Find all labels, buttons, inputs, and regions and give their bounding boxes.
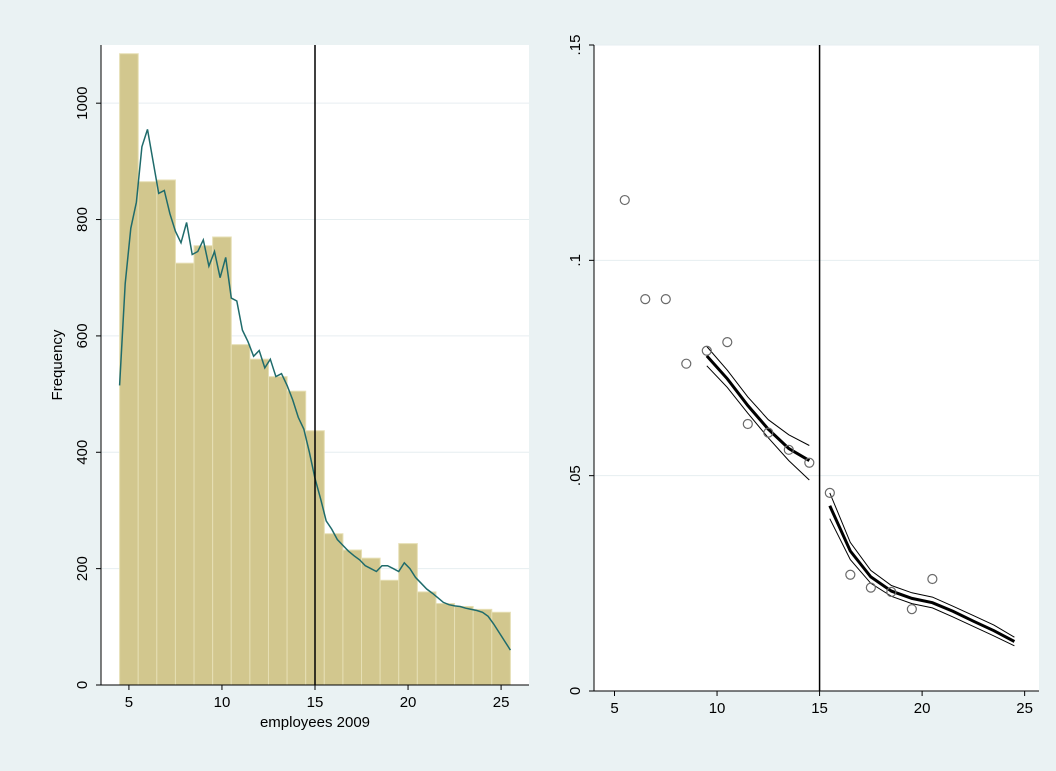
scatter-point [660, 293, 671, 305]
scatter-point [804, 457, 815, 468]
scatter-x-tick-label: 25 [1016, 700, 1033, 717]
histogram-bar [212, 236, 232, 686]
histogram-y-tick-label: 1000 [74, 86, 91, 119]
scatter-point [824, 487, 835, 498]
histogram-bar [174, 262, 195, 686]
scatter-point [886, 586, 897, 598]
scatter-point [742, 418, 753, 430]
scatter-y-tick-label: .05 [567, 465, 584, 486]
histogram-y-tick-label: 600 [74, 323, 91, 348]
scatter-point [927, 573, 938, 585]
scatter-point [640, 293, 651, 305]
scatter-y-tick-label: .15 [567, 35, 584, 56]
histogram-bar [230, 344, 251, 686]
fit-ci-upper-line [706, 346, 810, 446]
fit-ci-upper-line [829, 492, 1015, 638]
histogram-bar [491, 611, 511, 686]
histogram-bar [137, 181, 158, 686]
scatter-x-tick-label: 5 [610, 700, 618, 717]
histogram-bar [435, 603, 456, 686]
scatter-y-tick-label: 0 [567, 687, 584, 695]
histogram-bar [472, 608, 493, 686]
histogram-bar [323, 533, 344, 686]
fit-line [705, 354, 811, 462]
histogram-bar [286, 390, 307, 686]
scatter-point [845, 569, 856, 580]
scatter-point [906, 604, 917, 615]
histogram-x-tick-label: 10 [214, 694, 231, 711]
scatter-x-tick-label: 10 [709, 700, 726, 717]
histogram-x-tick-label: 5 [125, 694, 133, 711]
histogram-x-tick-label: 20 [400, 694, 417, 711]
histogram-bar [416, 591, 437, 686]
scatter-y-tick-label: .1 [567, 254, 584, 267]
histogram-x-axis-title: employees 2009 [260, 714, 370, 731]
scatter-point [763, 427, 774, 438]
scatter-point [681, 358, 692, 369]
histogram-bar [249, 358, 269, 686]
histogram-x-tick-label: 25 [493, 694, 510, 711]
histogram-y-tick-label: 800 [74, 207, 91, 232]
histogram-bar [267, 376, 288, 686]
scatter-point [783, 444, 794, 455]
histogram-bar [379, 579, 400, 686]
scatter-point [619, 194, 630, 206]
histogram-y-axis-title: Frequency [49, 329, 66, 400]
histogram-x-tick-label: 15 [307, 694, 324, 711]
fit-line [828, 505, 1016, 643]
fit-ci-lower-line [706, 365, 810, 481]
histogram-y-tick-label: 200 [74, 556, 91, 581]
histogram-bar [361, 557, 381, 686]
histogram-bar [342, 549, 363, 686]
histogram-bar [156, 179, 176, 686]
histogram-y-tick-label: 400 [74, 440, 91, 465]
scatter-x-tick-label: 15 [811, 700, 828, 717]
scatter-point [701, 345, 712, 356]
scatter-plot-area [594, 45, 1039, 691]
scatter-point [865, 582, 876, 593]
histogram-bar [119, 53, 139, 686]
histogram-y-tick-label: 0 [74, 681, 91, 689]
histogram-bar [454, 605, 474, 686]
histogram-bar [398, 543, 418, 686]
histogram-bar [193, 245, 214, 686]
scatter-x-tick-label: 20 [914, 700, 931, 717]
fit-ci-lower-line [829, 518, 1015, 647]
scatter-point [722, 337, 733, 348]
